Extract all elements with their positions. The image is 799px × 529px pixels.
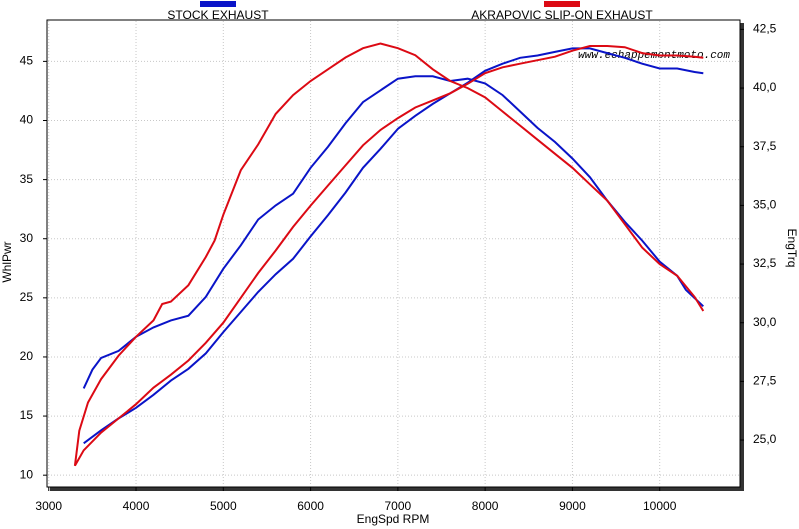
legend-label: STOCK EXHAUST	[167, 8, 269, 22]
y2-tick-label: 37,5	[753, 139, 777, 153]
y2-tick-label: 42,5	[753, 22, 777, 36]
y2-tick-label: 30,0	[753, 315, 777, 329]
x-tick-label: 4000	[123, 499, 150, 513]
legend-label: AKRAPOVIC SLIP-ON EXHAUST	[471, 8, 653, 22]
plot-area	[46, 19, 741, 488]
y-axis-label: WhlPwr	[0, 241, 14, 282]
y2-tick-label: 35,0	[753, 198, 777, 212]
watermark: www.echappementmoto.com	[578, 50, 730, 62]
y-tick-label: 10	[20, 467, 34, 481]
x-tick-label: 7000	[385, 499, 412, 513]
data-line	[73, 42, 705, 467]
y2-tick-label: 32,5	[753, 256, 777, 270]
y2-tick-label: 27,5	[753, 374, 777, 388]
x-tick-label: 6000	[297, 499, 324, 513]
x-axis-label: EngSpd RPM	[357, 512, 430, 526]
x-tick-label: 9000	[559, 499, 586, 513]
y-tick-label: 15	[20, 408, 34, 422]
y-tick-label: 25	[20, 290, 34, 304]
y2-tick-label: 40,0	[753, 80, 777, 94]
y-tick-label: 40	[20, 113, 34, 127]
y2-axis-label: EngTrq	[785, 229, 799, 268]
x-tick-label: 8000	[472, 499, 499, 513]
y-tick-label: 35	[20, 172, 34, 186]
y-tick-label: 20	[20, 349, 34, 363]
x-tick-label: 3000	[35, 499, 62, 513]
y2-tick-label: 25,0	[753, 432, 777, 446]
data-line	[74, 45, 704, 467]
legend-swatch	[200, 1, 236, 7]
legend-swatch	[544, 1, 580, 7]
y-tick-label: 45	[20, 54, 34, 68]
x-tick-label: 10000	[643, 499, 677, 513]
y-tick-label: 30	[20, 231, 34, 245]
data-line	[83, 47, 704, 445]
x-tick-label: 5000	[210, 499, 237, 513]
